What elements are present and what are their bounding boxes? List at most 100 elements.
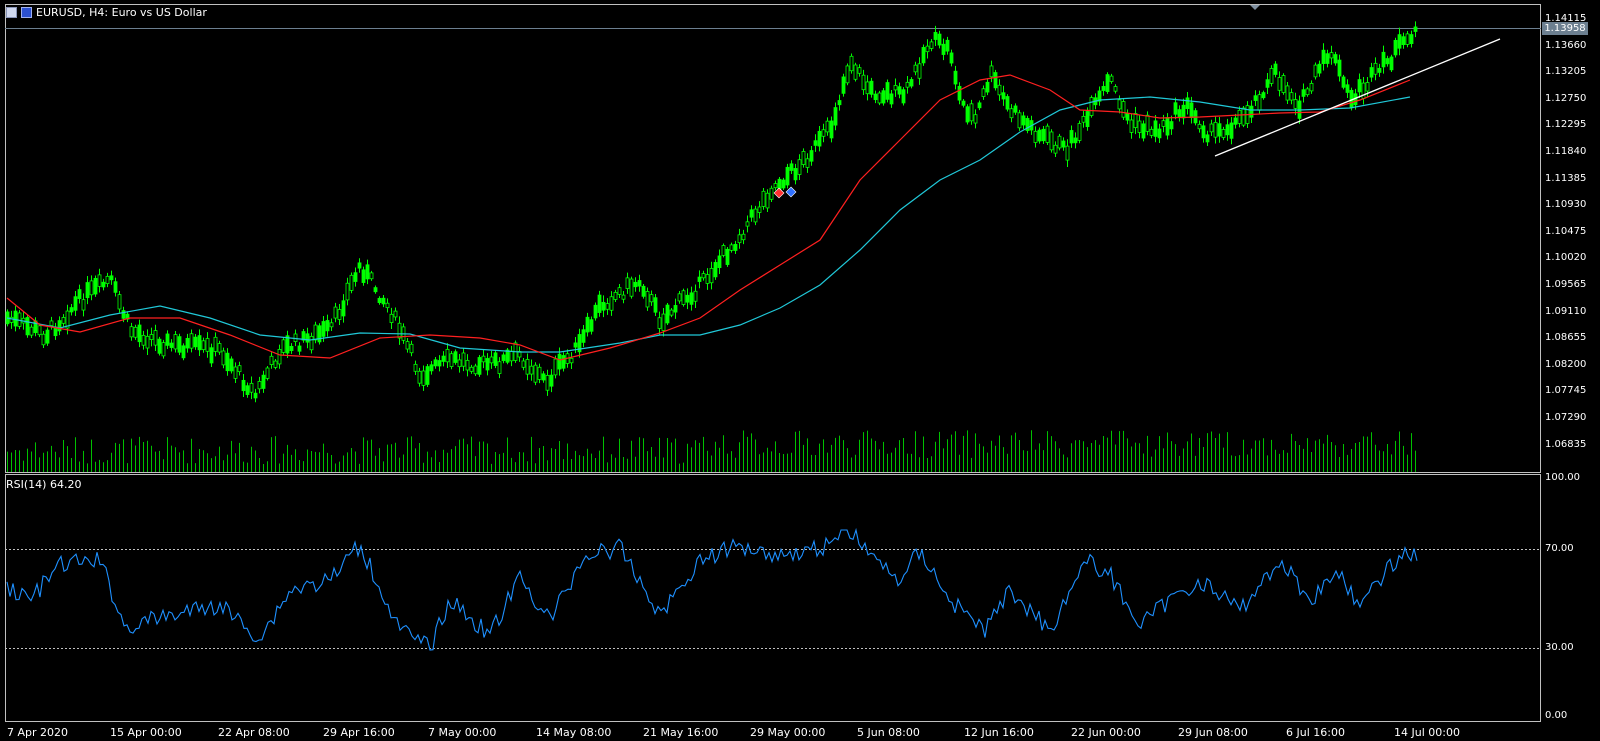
- shift-marker-icon[interactable]: [1250, 5, 1260, 10]
- candle-body: [493, 352, 498, 366]
- candle-body: [205, 338, 210, 352]
- candle-body: [829, 120, 834, 139]
- candle-body: [557, 353, 562, 370]
- candle-body: [1049, 131, 1054, 151]
- candle-body: [1153, 120, 1158, 137]
- candle-body: [669, 309, 674, 316]
- candle-body: [129, 326, 134, 338]
- candle-body: [865, 81, 870, 95]
- candle-body: [49, 320, 54, 326]
- time-tick-label: 29 May 00:00: [750, 726, 826, 739]
- candle-body: [773, 183, 778, 189]
- candle-body: [281, 339, 286, 353]
- trendline[interactable]: [1214, 38, 1501, 157]
- candle-body: [1201, 125, 1206, 139]
- candle-body: [1389, 56, 1394, 71]
- candle-body: [1281, 75, 1286, 93]
- candle-body: [1149, 128, 1154, 136]
- candle-body: [917, 63, 922, 79]
- candle-body: [729, 244, 734, 251]
- candle-body: [933, 31, 938, 40]
- symbol-flag-icon: [21, 6, 32, 18]
- candle-body: [89, 280, 94, 296]
- candle-body: [429, 364, 434, 372]
- candle-body: [1017, 112, 1022, 129]
- candle-body: [721, 245, 726, 256]
- candle-body: [993, 72, 998, 89]
- candle-body: [1013, 105, 1018, 113]
- candle-body: [737, 234, 742, 244]
- candle-body: [1305, 88, 1310, 96]
- candle-body: [953, 70, 958, 85]
- candle-body: [345, 282, 350, 301]
- candle-body: [1025, 118, 1030, 131]
- candle-body: [689, 292, 694, 305]
- candle-body: [1173, 102, 1178, 115]
- candle-body: [1209, 123, 1214, 133]
- candle-body: [169, 342, 174, 348]
- candle-body: [937, 33, 942, 46]
- candle-body: [989, 65, 994, 78]
- time-tick-label: 22 Jun 00:00: [1071, 726, 1141, 739]
- candle-body: [1057, 135, 1062, 149]
- candle-body: [481, 355, 486, 363]
- candle-body: [1333, 54, 1338, 64]
- candle-body: [45, 329, 50, 344]
- candle-body: [569, 357, 574, 364]
- candle-body: [93, 278, 98, 295]
- candle-body: [705, 274, 710, 284]
- candle-body: [701, 273, 706, 279]
- candle-body: [893, 85, 898, 91]
- candle-body: [797, 159, 802, 175]
- candle-body: [325, 320, 330, 332]
- candle-body: [1045, 125, 1050, 143]
- candle-body: [341, 300, 346, 317]
- candle-body: [1289, 92, 1294, 101]
- candle-body: [949, 52, 954, 64]
- sell-arrow-icon[interactable]: [773, 187, 785, 199]
- candle-body: [333, 306, 338, 319]
- candle-body: [1413, 26, 1418, 32]
- trade-arrows[interactable]: [773, 186, 797, 199]
- candle-body: [473, 365, 478, 375]
- candle-body: [189, 333, 194, 349]
- candle-body: [301, 331, 306, 341]
- candle-body: [809, 150, 814, 162]
- candle-body: [113, 281, 118, 293]
- candle-body: [1257, 94, 1262, 111]
- candle-body: [157, 338, 162, 354]
- candle-body: [725, 248, 730, 265]
- candle-body: [1069, 130, 1074, 144]
- candle-body: [897, 86, 902, 95]
- candle-body: [921, 47, 926, 64]
- candle-body: [469, 366, 474, 372]
- candle-body: [617, 287, 622, 295]
- price-tick-label: 1.14115: [1545, 13, 1587, 24]
- candle-body: [789, 163, 794, 171]
- candle-body: [1169, 121, 1174, 130]
- rsi-tick-label: 70.00: [1545, 543, 1574, 554]
- volume-bars: [7, 430, 1416, 472]
- candle-body: [1185, 97, 1190, 109]
- candle-body: [185, 337, 190, 349]
- candle-body: [29, 326, 34, 336]
- candle-body: [229, 358, 234, 372]
- candle-body: [657, 317, 662, 329]
- candle-body: [413, 363, 418, 372]
- candle-body: [1117, 99, 1122, 110]
- candle-body: [853, 64, 858, 80]
- candle-body: [709, 267, 714, 284]
- candle-body: [545, 375, 550, 391]
- candle-body: [309, 335, 314, 351]
- candle-body: [965, 106, 970, 123]
- candle-body: [753, 208, 758, 223]
- candle-body: [1157, 128, 1162, 139]
- candle-body: [321, 321, 326, 337]
- buy-arrow-icon[interactable]: [785, 186, 797, 198]
- candle-body: [1141, 123, 1146, 139]
- candle-body: [1021, 115, 1026, 126]
- candle-body: [621, 294, 626, 300]
- time-tick-label: 5 Jun 08:00: [857, 726, 920, 739]
